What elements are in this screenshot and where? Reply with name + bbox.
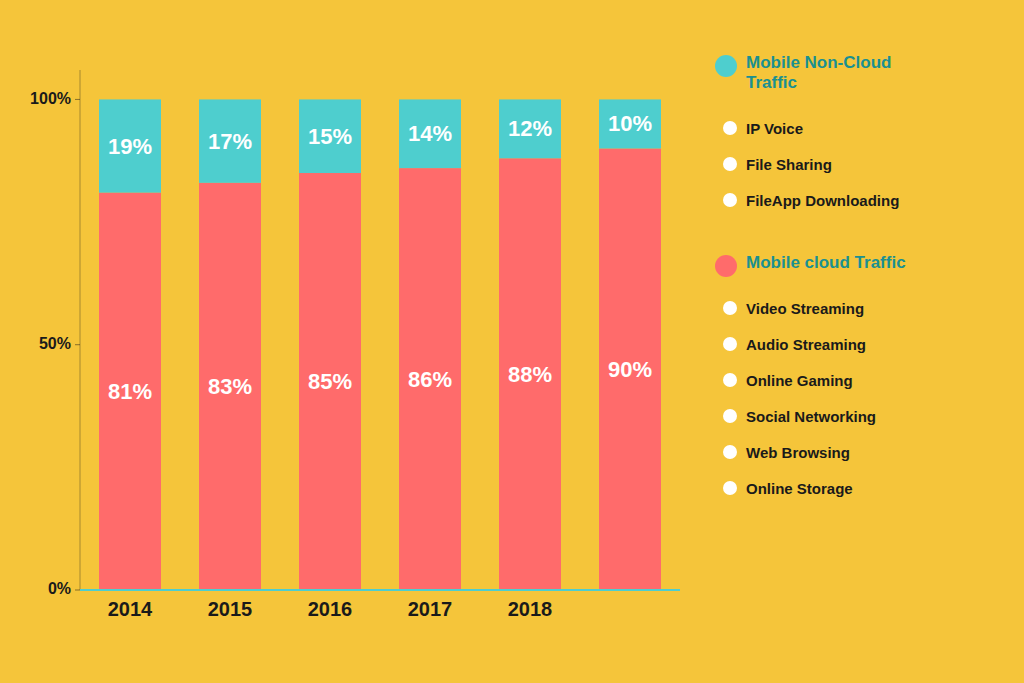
legend-item: Video Streaming — [746, 300, 864, 317]
legend-title: Mobile cloud Traffic — [746, 253, 906, 272]
legend-item-dot — [723, 373, 737, 387]
legend-item: Online Storage — [746, 480, 853, 497]
legend: Mobile Non-CloudTraffic IP Voice File Shar… — [715, 53, 906, 497]
legend-title-line: Mobile cloud Traffic — [746, 253, 906, 272]
bars — [99, 99, 661, 590]
legend-title: Mobile Non-CloudTraffic — [746, 53, 891, 92]
bar-segment — [399, 168, 461, 590]
y-tick-label: 100% — [30, 90, 71, 107]
y-tick — [75, 99, 80, 100]
legend-item-dot — [723, 409, 737, 423]
x-tick-label: 2015 — [208, 598, 253, 620]
bar-segment — [99, 193, 161, 590]
chart-svg: 0% 50% 100% 81% 83% 85% 86% 88% 90% 19% 17% 15% 14% 1… — [0, 0, 1024, 683]
data-label: 10% — [608, 111, 652, 136]
legend-item-dot — [723, 481, 737, 495]
legend-item-dot — [723, 193, 737, 207]
bar-segment — [99, 99, 161, 192]
legend-item: Web Browsing — [746, 444, 850, 461]
y-tick-label: 0% — [48, 580, 71, 597]
data-label: 15% — [308, 124, 352, 149]
data-labels: 81% 83% 85% 86% 88% 90% 19% 17% 15% 14% 12% 10% — [108, 111, 652, 403]
bar-segment — [399, 99, 461, 168]
bar-segment — [499, 99, 561, 158]
bar-segment — [599, 99, 661, 148]
bar-segment — [299, 173, 361, 590]
data-label: 14% — [408, 121, 452, 146]
bar-segment — [499, 158, 561, 590]
y-tick — [75, 590, 80, 591]
legend-item: Audio Streaming — [746, 336, 866, 353]
x-tick-label: 2014 — [108, 598, 153, 620]
legend-item: IP Voice — [746, 120, 803, 137]
legend-item-dot — [723, 157, 737, 171]
bar-segment — [199, 183, 261, 590]
legend-item: Online Gaming — [746, 372, 853, 389]
x-tick-label: 2018 — [508, 598, 553, 620]
legend-item: FileApp Downloading — [746, 192, 899, 209]
background — [0, 0, 1024, 683]
data-label: 90% — [608, 357, 652, 382]
legend-item: Social Networking — [746, 408, 876, 425]
x-tick-label: 2017 — [408, 598, 453, 620]
legend-swatch — [715, 255, 737, 277]
legend-swatch — [715, 55, 737, 77]
data-label: 81% — [108, 379, 152, 404]
x-axis-line — [80, 589, 680, 591]
legend-item-dot — [723, 121, 737, 135]
legend-item-dot — [723, 445, 737, 459]
bar-segment — [199, 99, 261, 182]
data-label: 83% — [208, 374, 252, 399]
data-label: 12% — [508, 116, 552, 141]
legend-title-line: Traffic — [746, 73, 797, 92]
y-tick-label: 50% — [39, 335, 71, 352]
data-label: 19% — [108, 134, 152, 159]
data-label: 88% — [508, 362, 552, 387]
data-label: 85% — [308, 369, 352, 394]
y-axis-line — [80, 70, 81, 590]
bar-segment — [299, 99, 361, 173]
x-tick-label: 2016 — [308, 598, 353, 620]
bar-segment — [599, 148, 661, 590]
data-label: 86% — [408, 367, 452, 392]
chart-container: 0% 50% 100% 81% 83% 85% 86% 88% 90% 19% 17% 15% 14% 1… — [0, 0, 1024, 683]
data-label: 17% — [208, 129, 252, 154]
x-axis: 2014 2015 2016 2017 2018 — [108, 598, 553, 620]
y-tick — [75, 344, 80, 345]
legend-item: File Sharing — [746, 156, 832, 173]
legend-item-dot — [723, 337, 737, 351]
legend-title-line: Mobile Non-Cloud — [746, 53, 891, 72]
y-axis: 0% 50% 100% — [30, 90, 80, 598]
legend-item-dot — [723, 301, 737, 315]
